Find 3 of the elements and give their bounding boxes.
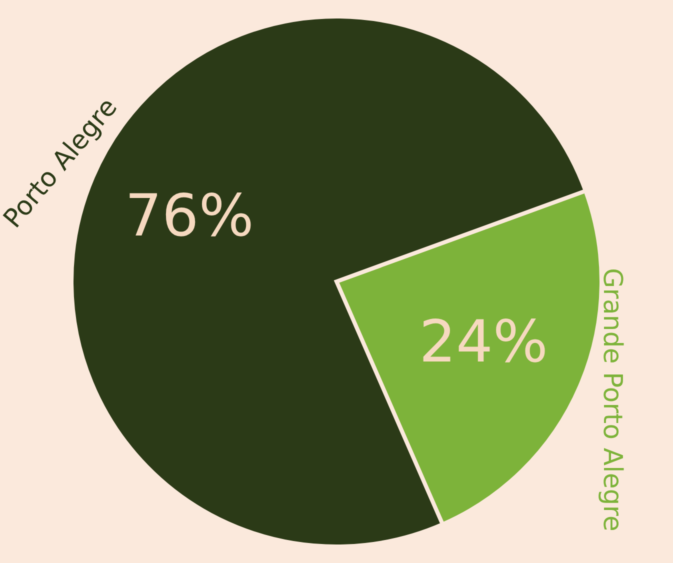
data-label: 24%: [419, 308, 548, 376]
data-label: 76%: [124, 181, 254, 250]
slice-label: Grande Porto Alegre: [597, 268, 628, 532]
